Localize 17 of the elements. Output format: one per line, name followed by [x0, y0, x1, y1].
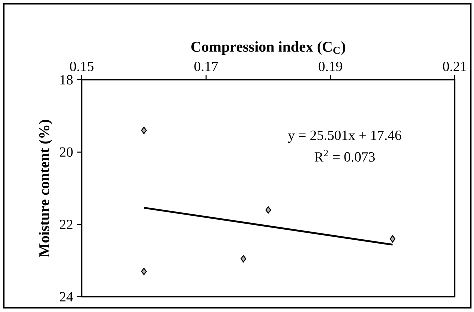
- annotation: y = 25.501x + 17.46: [288, 130, 402, 144]
- point: [141, 268, 148, 276]
- x-tick-label: 0.19: [318, 62, 342, 72]
- point: [390, 235, 396, 243]
- point: [141, 126, 148, 134]
- point: [266, 206, 272, 214]
- y-tick-label: 20: [60, 148, 73, 158]
- x-tick-label: 0.21: [443, 62, 466, 72]
- annotation: R$^{2}$ = 0.073: [314, 150, 376, 162]
- y-tick-label: 24: [60, 292, 74, 302]
- x-axis-title: Compression index (C$_{C}$): [192, 41, 346, 56]
- y-axis-title: Moisture content (%): [39, 120, 53, 258]
- point: [240, 255, 246, 263]
- y-tick-label: 18: [60, 75, 73, 85]
- x-tick-label: 0.15: [70, 62, 94, 72]
- y-tick-label: 22: [60, 220, 73, 230]
- x-tick-label: 0.17: [194, 62, 218, 72]
